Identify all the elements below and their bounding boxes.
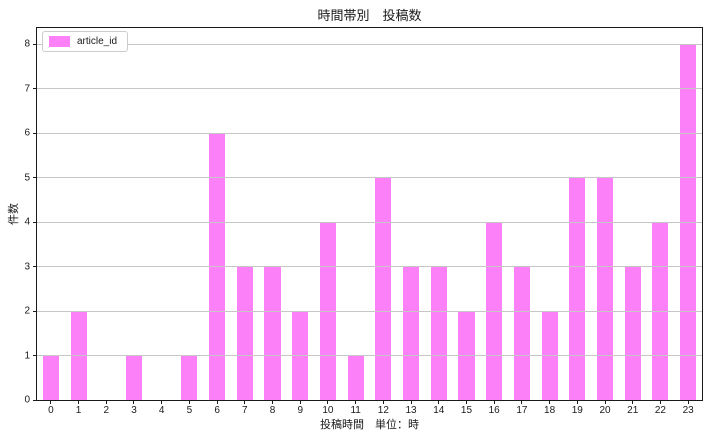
x-tick-label-18: 18 <box>544 405 556 416</box>
y-tick-2 <box>33 310 37 312</box>
y-tick-label-3: 3 <box>24 261 30 273</box>
y-tick-label-4: 4 <box>24 216 30 228</box>
bar-hour-0 <box>42 355 59 400</box>
x-tick-16 <box>493 400 495 404</box>
x-tick-20 <box>604 400 606 404</box>
y-tick-1 <box>33 355 37 357</box>
x-tick-label-7: 7 <box>242 405 248 416</box>
y-tick-7 <box>33 88 37 90</box>
x-tick-label-13: 13 <box>405 405 417 416</box>
legend-swatch-icon <box>49 36 70 47</box>
x-tick-7 <box>244 400 246 404</box>
x-tick-15 <box>465 400 467 404</box>
bar-hour-1 <box>70 311 87 400</box>
x-axis-label: 投稿時間 単位：時 <box>320 419 419 431</box>
y-tick-label-7: 7 <box>24 83 30 95</box>
bar-hour-3 <box>125 355 142 400</box>
x-tick-label-5: 5 <box>186 405 193 416</box>
bar-hour-14 <box>430 266 447 400</box>
y-tick-4 <box>33 221 37 223</box>
x-tick-3 <box>133 400 135 404</box>
x-tick-0 <box>50 400 52 404</box>
x-tick-label-12: 12 <box>377 405 389 416</box>
x-tick-17 <box>521 400 523 404</box>
x-tick-label-23: 23 <box>682 405 694 416</box>
y-tick-6 <box>33 132 37 134</box>
y-tick-3 <box>33 266 37 268</box>
x-tick-label-3: 3 <box>131 405 137 416</box>
x-tick-8 <box>272 400 274 404</box>
x-tick-22 <box>659 400 661 404</box>
x-tick-1 <box>78 400 80 404</box>
bar-hour-9 <box>292 311 309 400</box>
x-tick-label-15: 15 <box>460 405 473 416</box>
x-tick-19 <box>576 400 578 404</box>
bar-hour-6 <box>209 133 226 400</box>
x-tick-5 <box>188 400 190 404</box>
grid-line-8 <box>37 43 702 45</box>
y-tick-5 <box>33 177 37 179</box>
x-tick-label-1: 1 <box>75 405 82 416</box>
bar-hour-12 <box>375 177 392 400</box>
bar-hour-10 <box>319 222 336 400</box>
x-tick-10 <box>327 400 329 404</box>
legend: article_id <box>42 31 129 52</box>
bar-hour-22 <box>652 222 669 400</box>
bar-hour-5 <box>181 355 198 400</box>
y-tick-0 <box>33 399 37 401</box>
bar-hour-21 <box>624 266 641 400</box>
bar-hour-11 <box>347 355 364 400</box>
chart-title: 時間帯別 投稿数 <box>317 8 422 23</box>
x-tick-label-17: 17 <box>516 405 528 416</box>
x-tick-13 <box>410 400 412 404</box>
bar-hour-23 <box>680 44 697 400</box>
x-tick-21 <box>632 400 634 404</box>
x-tick-label-4: 4 <box>158 405 165 416</box>
bar-hour-13 <box>403 266 420 400</box>
x-tick-label-20: 20 <box>599 405 611 416</box>
y-tick-label-2: 2 <box>24 305 30 317</box>
x-tick-label-11: 11 <box>350 405 361 416</box>
x-tick-14 <box>438 400 440 404</box>
plot-area: article_id 0 1 2 3 4 5 6 7 8 0 1 2 3 4 5 6 7 8 9 10 11 12 13 14… <box>24 27 703 416</box>
x-tick-11 <box>355 400 357 404</box>
x-tick-label-2: 2 <box>103 405 110 416</box>
x-tick-label-14: 14 <box>433 405 445 416</box>
y-tick-8 <box>33 43 37 45</box>
y-tick-label-6: 6 <box>24 127 30 139</box>
grid-line-6 <box>37 132 702 134</box>
y-axis-label: 件数 <box>8 203 20 225</box>
grid-line-7 <box>37 88 702 90</box>
bar-hour-7 <box>236 266 253 400</box>
x-tick-9 <box>299 400 301 404</box>
x-tick-6 <box>216 400 218 404</box>
y-tick-label-5: 5 <box>24 172 30 184</box>
x-tick-23 <box>687 400 689 404</box>
x-tick-label-9: 9 <box>297 405 303 416</box>
bar-hour-15 <box>458 311 475 400</box>
bar-hour-18 <box>541 311 558 400</box>
y-tick-label-8: 8 <box>24 38 30 50</box>
bar-hour-17 <box>513 266 530 400</box>
bar-hour-8 <box>264 266 281 400</box>
x-tick-label-0: 0 <box>48 405 54 416</box>
bar-hour-20 <box>596 177 614 400</box>
x-tick-18 <box>549 400 551 404</box>
x-tick-label-10: 10 <box>322 405 334 416</box>
x-tick-label-22: 22 <box>654 405 666 416</box>
x-tick-label-19: 19 <box>571 405 583 416</box>
x-tick-12 <box>382 400 384 404</box>
y-tick-label-1: 1 <box>24 350 30 362</box>
x-tick-4 <box>161 400 163 404</box>
bar-hour-16 <box>486 222 503 400</box>
y-tick-label-0: 0 <box>24 394 30 406</box>
legend-label: article_id <box>77 36 118 47</box>
bar-hour-19 <box>569 177 586 400</box>
x-tick-label-16: 16 <box>488 405 500 416</box>
x-tick-label-21: 21 <box>627 405 639 416</box>
x-tick-label-8: 8 <box>269 405 276 416</box>
x-tick-2 <box>105 400 107 404</box>
x-tick-label-6: 6 <box>214 405 220 416</box>
